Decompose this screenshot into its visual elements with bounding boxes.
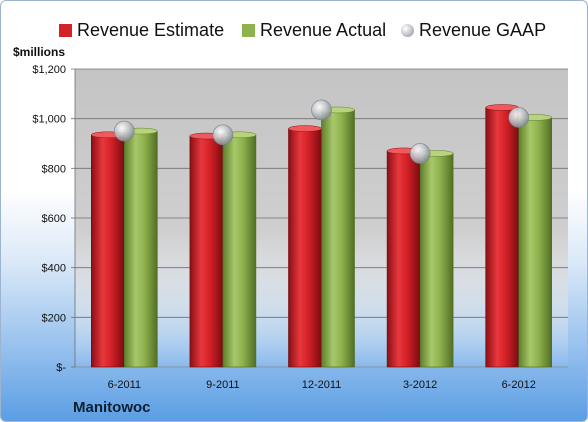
bar-estimate (485, 107, 520, 368)
legend-swatch-actual (242, 23, 255, 37)
y-tick-label: $1,200 (32, 64, 66, 76)
x-tick-label: 12-2011 (302, 379, 342, 391)
x-axis-ticks: 6-2011 9-2011 12-2011 3-2012 6-2012 (108, 379, 536, 391)
bar-estimate (386, 150, 421, 368)
y-axis-ticks: $- $200 $400 $600 $800 $1,000 $1,200 (32, 64, 76, 374)
legend-label-actual: Revenue Actual (260, 19, 387, 40)
legend-item-gaap: Revenue GAAP (401, 15, 546, 45)
x-tick-label: 6-2011 (108, 379, 141, 391)
bar-actual (321, 109, 355, 368)
bar-estimate (189, 135, 224, 368)
bar-estimate (288, 128, 322, 368)
gaap-marker (212, 124, 234, 146)
gaap-marker (311, 99, 332, 121)
y-tick-label: $400 (42, 263, 66, 275)
bar-estimate (91, 134, 125, 368)
y-tick-label: $1,000 (32, 114, 66, 126)
legend-swatch-gaap (401, 23, 414, 37)
legend: Revenue Estimate Revenue Actual Revenue … (1, 15, 587, 45)
y-tick-label: $600 (42, 213, 66, 225)
legend-label-gaap: Revenue GAAP (419, 19, 547, 40)
legend-swatch-estimate (59, 23, 72, 37)
bar-actual (518, 117, 553, 368)
x-tick-label: 9-2011 (206, 379, 239, 391)
bar-actual (419, 153, 454, 368)
legend-label-estimate: Revenue Estimate (77, 19, 225, 40)
bar-actual (124, 130, 158, 368)
bar-estimate-top (288, 125, 322, 132)
gaap-marker (508, 107, 530, 128)
gaap-marker (114, 120, 135, 142)
x-tick-label: 6-2012 (502, 379, 536, 391)
y-tick-label: $200 (42, 312, 66, 324)
legend-item-estimate: Revenue Estimate (59, 15, 224, 45)
legend-item-actual: Revenue Actual (242, 15, 386, 45)
company-name: Manitowoc (73, 399, 151, 416)
y-axis-units-label: $millions (13, 45, 66, 59)
y-tick-label: $- (56, 362, 66, 374)
bars (91, 104, 553, 368)
bar-actual (222, 134, 257, 368)
gaap-marker (409, 143, 431, 164)
gaap-markers (114, 99, 530, 164)
y-tick-label: $800 (42, 163, 66, 175)
x-tick-label: 3-2012 (403, 379, 437, 391)
